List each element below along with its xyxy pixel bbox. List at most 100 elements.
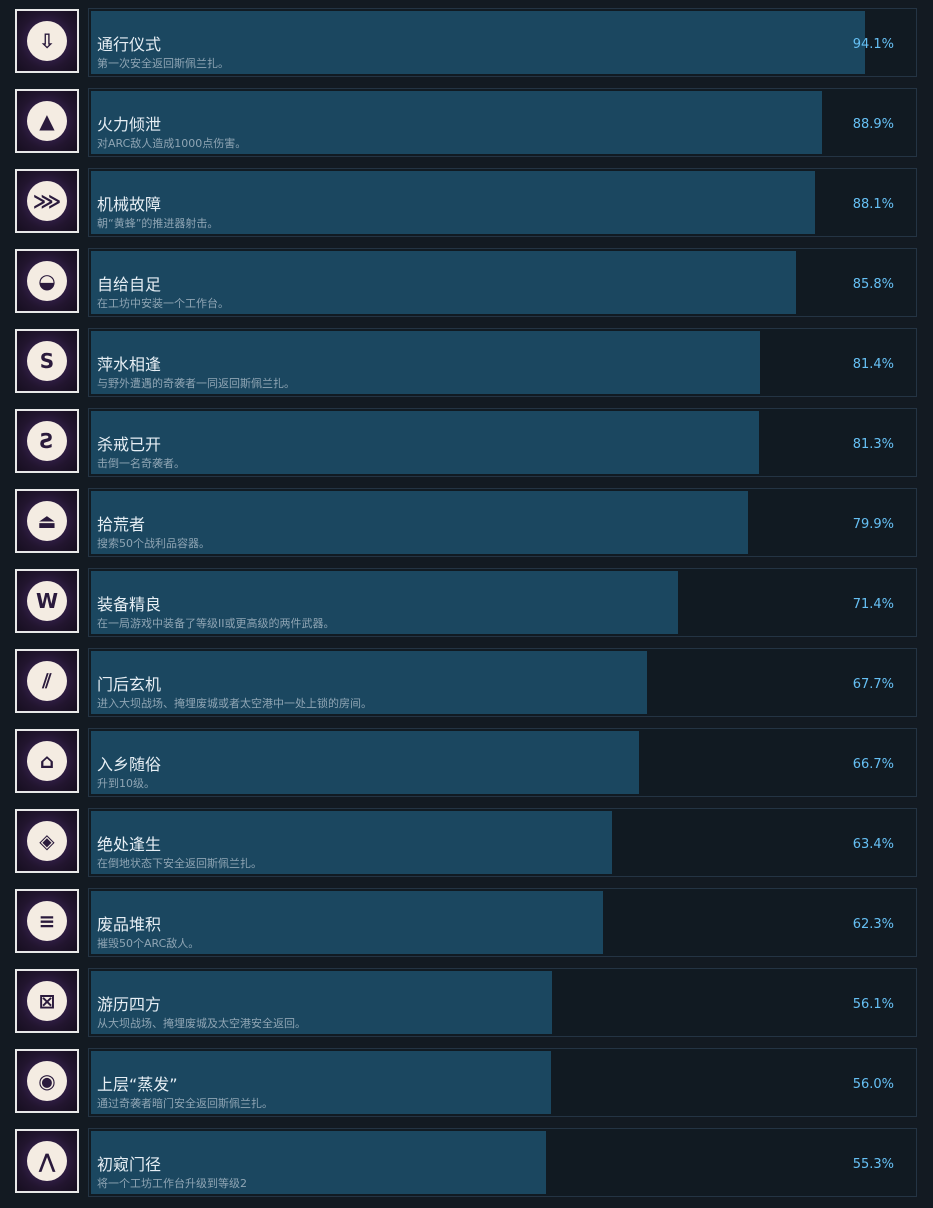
progress-fill	[91, 491, 748, 554]
progress-fill	[91, 171, 816, 234]
achievement-icon: ⇩	[15, 9, 79, 73]
achievement-description: 在倒地状态下安全返回斯佩兰扎。	[97, 857, 262, 870]
unlock-percent: 94.1%	[852, 37, 894, 52]
unlock-percent: 67.7%	[852, 677, 894, 692]
achievement-icon: ◉	[15, 1049, 79, 1113]
achievement-icon: ⫽	[15, 649, 79, 713]
achievement-icon: ≡	[15, 889, 79, 953]
progress-fill	[91, 811, 613, 874]
progress-fill	[91, 971, 553, 1034]
unlock-percent: 56.1%	[852, 997, 894, 1012]
achievement-description: 朝“黄蜂”的推进器射击。	[97, 217, 219, 230]
achievement-icon: S	[15, 329, 79, 393]
unlock-percent: 81.3%	[852, 437, 894, 452]
progress-bar: 自给自足 在工坊中安装一个工作台。 85.8%	[88, 248, 917, 317]
achievement-title: 初窥门径	[97, 1155, 162, 1174]
unlock-percent: 66.7%	[852, 757, 894, 772]
progress-bar: 杀戒已开 击倒一名奇袭者。 81.3%	[88, 408, 917, 477]
achievement-title: 绝处逢生	[97, 835, 162, 854]
progress-bar: 废品堆积 摧毁50个ARC敌人。 62.3%	[88, 888, 917, 957]
achievement-icon: ⊠	[15, 969, 79, 1033]
achievement-description: 通过奇袭者暗门安全返回斯佩兰扎。	[97, 1097, 273, 1110]
unlock-percent: 63.4%	[852, 837, 894, 852]
progress-bar: 通行仪式 第一次安全返回斯佩兰扎。 94.1%	[88, 8, 917, 77]
unlock-percent: 55.3%	[852, 1157, 894, 1172]
achievement-row[interactable]: ◈ 绝处逢生 在倒地状态下安全返回斯佩兰扎。 63.4%	[0, 808, 933, 888]
achievement-icon: ◒	[15, 249, 79, 313]
achievement-row[interactable]: ⏏ 拾荒者 搜索50个战利品容器。 79.9%	[0, 488, 933, 568]
achievement-row[interactable]: ◒ 自给自足 在工坊中安装一个工作台。 85.8%	[0, 248, 933, 328]
achievement-title: 废品堆积	[97, 915, 162, 934]
unlock-percent: 71.4%	[852, 597, 894, 612]
achievement-row[interactable]: Ƨ 杀戒已开 击倒一名奇袭者。 81.3%	[0, 408, 933, 488]
achievement-icon: ⌂	[15, 729, 79, 793]
achievement-description: 在工坊中安装一个工作台。	[97, 297, 229, 310]
achievement-row[interactable]: ⋀ 初窥门径 将一个工坊工作台升级到等级2 55.3%	[0, 1128, 933, 1208]
achievement-title: 通行仪式	[97, 35, 162, 54]
unlock-percent: 62.3%	[852, 917, 894, 932]
achievement-row[interactable]: S 萍水相逢 与野外遭遇的奇袭者一同返回斯佩兰扎。 81.4%	[0, 328, 933, 408]
achievement-title: 装备精良	[97, 595, 162, 614]
progress-bar: 装备精良 在一局游戏中装备了等级II或更高级的两件武器。 71.4%	[88, 568, 917, 637]
unlock-percent: 85.8%	[852, 277, 894, 292]
achievement-title: 拾荒者	[97, 515, 146, 534]
progress-fill	[91, 731, 640, 794]
progress-bar: 门后玄机 进入大坝战场、掩埋废城或者太空港中一处上锁的房间。 67.7%	[88, 648, 917, 717]
achievement-title: 火力倾泄	[97, 115, 162, 134]
progress-fill	[91, 331, 761, 394]
achievement-description: 击倒一名奇袭者。	[97, 457, 185, 470]
achievement-description: 对ARC敌人造成1000点伤害。	[97, 137, 247, 150]
progress-bar: 拾荒者 搜索50个战利品容器。 79.9%	[88, 488, 917, 557]
progress-bar: 入乡随俗 升到10级。 66.7%	[88, 728, 917, 797]
progress-bar: 绝处逢生 在倒地状态下安全返回斯佩兰扎。 63.4%	[88, 808, 917, 877]
achievement-icon: ⋙	[15, 169, 79, 233]
achievement-title: 杀戒已开	[97, 435, 162, 454]
achievement-row[interactable]: ⌂ 入乡随俗 升到10级。 66.7%	[0, 728, 933, 808]
achievement-row[interactable]: ▲ 火力倾泄 对ARC敌人造成1000点伤害。 88.9%	[0, 88, 933, 168]
achievement-description: 升到10级。	[97, 777, 155, 790]
achievement-title: 机械故障	[97, 195, 162, 214]
progress-fill	[91, 1051, 552, 1114]
achievement-icon: ◈	[15, 809, 79, 873]
achievement-description: 摧毁50个ARC敌人。	[97, 937, 200, 950]
progress-fill	[91, 91, 822, 154]
progress-fill	[91, 11, 865, 74]
progress-bar: 初窥门径 将一个工坊工作台升级到等级2 55.3%	[88, 1128, 917, 1197]
progress-bar: 上层“蒸发” 通过奇袭者暗门安全返回斯佩兰扎。 56.0%	[88, 1048, 917, 1117]
achievement-description: 在一局游戏中装备了等级II或更高级的两件武器。	[97, 617, 335, 630]
unlock-percent: 81.4%	[852, 357, 894, 372]
achievement-description: 从大坝战场、掩埋废城及太空港安全返回。	[97, 1017, 306, 1030]
progress-fill	[91, 651, 648, 714]
achievement-title: 门后玄机	[97, 675, 162, 694]
achievement-row[interactable]: ≡ 废品堆积 摧毁50个ARC敌人。 62.3%	[0, 888, 933, 968]
achievement-title: 自给自足	[97, 275, 162, 294]
achievement-description: 搜索50个战利品容器。	[97, 537, 210, 550]
achievement-row[interactable]: ⋙ 机械故障 朝“黄蜂”的推进器射击。 88.1%	[0, 168, 933, 248]
progress-bar: 萍水相逢 与野外遭遇的奇袭者一同返回斯佩兰扎。 81.4%	[88, 328, 917, 397]
achievement-description: 将一个工坊工作台升级到等级2	[97, 1177, 247, 1190]
achievement-row[interactable]: ⊠ 游历四方 从大坝战场、掩埋废城及太空港安全返回。 56.1%	[0, 968, 933, 1048]
achievement-row[interactable]: W 装备精良 在一局游戏中装备了等级II或更高级的两件武器。 71.4%	[0, 568, 933, 648]
achievement-description: 与野外遭遇的奇袭者一同返回斯佩兰扎。	[97, 377, 295, 390]
progress-fill	[91, 891, 604, 954]
achievement-row[interactable]: ◉ 上层“蒸发” 通过奇袭者暗门安全返回斯佩兰扎。 56.0%	[0, 1048, 933, 1128]
achievement-row[interactable]: ⫽ 门后玄机 进入大坝战场、掩埋废城或者太空港中一处上锁的房间。 67.7%	[0, 648, 933, 728]
progress-bar: 机械故障 朝“黄蜂”的推进器射击。 88.1%	[88, 168, 917, 237]
achievement-icon: ▲	[15, 89, 79, 153]
progress-fill	[91, 411, 760, 474]
progress-fill	[91, 251, 797, 314]
unlock-percent: 79.9%	[852, 517, 894, 532]
progress-fill	[91, 571, 678, 634]
progress-bar: 火力倾泄 对ARC敌人造成1000点伤害。 88.9%	[88, 88, 917, 157]
achievement-title: 游历四方	[97, 995, 162, 1014]
achievement-icon: W	[15, 569, 79, 633]
achievement-row[interactable]: ⇩ 通行仪式 第一次安全返回斯佩兰扎。 94.1%	[0, 8, 933, 88]
achievement-icon: Ƨ	[15, 409, 79, 473]
achievement-title: 上层“蒸发”	[97, 1075, 178, 1094]
achievement-title: 萍水相逢	[97, 355, 162, 374]
achievement-description: 第一次安全返回斯佩兰扎。	[97, 57, 229, 70]
unlock-percent: 56.0%	[852, 1077, 894, 1092]
achievement-icon: ⏏	[15, 489, 79, 553]
unlock-percent: 88.1%	[852, 197, 894, 212]
achievement-icon: ⋀	[15, 1129, 79, 1193]
